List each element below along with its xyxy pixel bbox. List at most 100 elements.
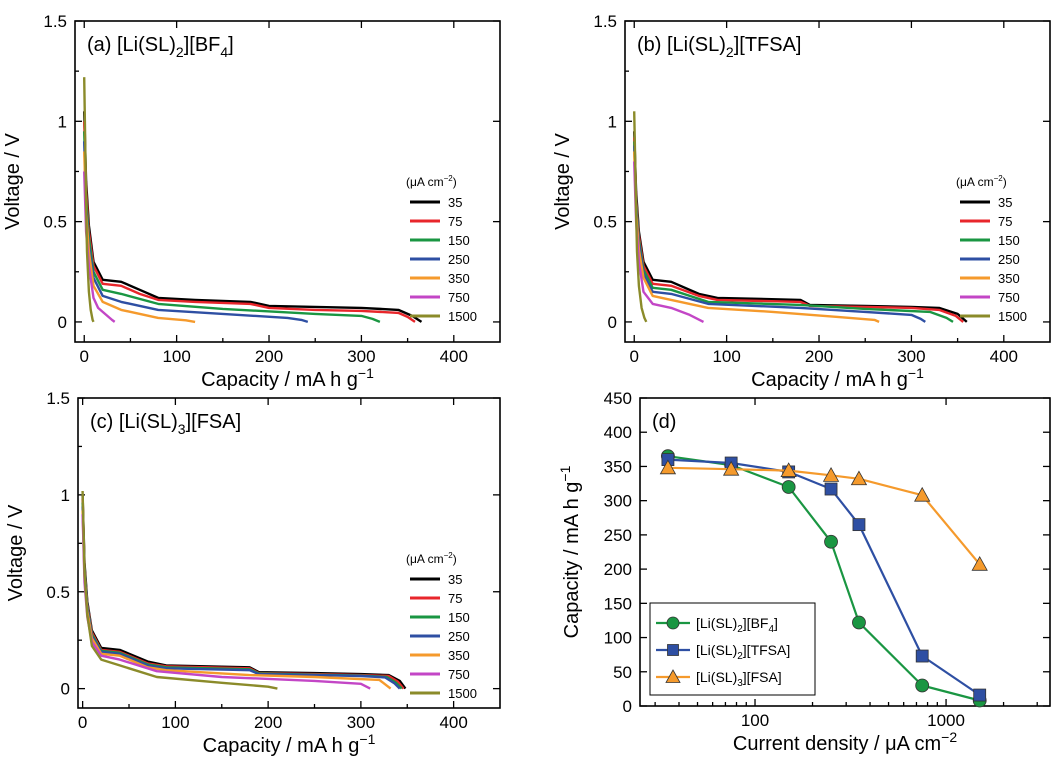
x-tick-label: 300 [897, 347, 925, 366]
y-tick-label: 350 [604, 457, 632, 476]
data-point-circle [915, 678, 930, 693]
legend-label: 750 [998, 290, 1020, 305]
series-line-350 [83, 151, 196, 324]
x-tick-label: 200 [805, 347, 833, 366]
panel-title-part: 2 [176, 44, 184, 60]
y-tick-label: 0 [61, 680, 70, 699]
y-tick-label: 1 [58, 112, 67, 131]
data-point-circle [781, 480, 796, 494]
legend-label: 750 [448, 290, 470, 305]
legend-label: 1500 [448, 309, 477, 324]
x-axis-label-part: Capacity / mA h g [751, 369, 908, 391]
y-tick-label: 250 [604, 526, 632, 545]
x-axis-label: Current density / μA cm−2 [733, 729, 957, 755]
data-point-triangle [659, 459, 677, 475]
data-point-triangle [780, 462, 797, 477]
y-axis: 0 50 100 150 200 250 300 350 400 450 [604, 389, 1050, 716]
x-tick-label: 300 [347, 347, 375, 366]
series-line-150 [633, 141, 954, 323]
y-tick-label: 1.5 [46, 389, 70, 408]
legend-label: 1500 [448, 686, 477, 701]
y-tick-label: 0.5 [43, 213, 67, 232]
legend-label: 350 [448, 648, 470, 663]
data-point-square [824, 482, 838, 496]
y-tick-label: 0.5 [593, 213, 617, 232]
series-line-250 [633, 145, 926, 323]
y-tick-label: 0.5 [46, 583, 70, 602]
series-line-150 [83, 131, 381, 324]
data-point-triangle [971, 555, 988, 571]
x-tick-label: 100 [712, 347, 740, 366]
x-tick-label: 0 [78, 713, 87, 732]
x-tick-label: 1000 [927, 711, 965, 730]
x-axis: 0 100 200 300 400 [630, 21, 1018, 366]
panel-title-part: (a) [Li(SL) [87, 34, 176, 56]
x-tick-label: 100 [161, 713, 189, 732]
x-axis-label-part: Capacity / mA h g [203, 735, 360, 757]
legend-label: 250 [448, 629, 470, 644]
x-axis-label: Capacity / mA h g−1 [751, 365, 924, 391]
legend-label: 1500 [998, 309, 1027, 324]
data-point-circle [824, 534, 838, 549]
legend: (μA cm−2) 35 75 150 250 350 750 1500 [956, 174, 1027, 324]
legend-label: 250 [998, 252, 1020, 267]
series-line-1500 [633, 111, 648, 323]
panel-title-part: ][BF [184, 34, 221, 56]
plot-frame [74, 20, 501, 343]
legend-marker-circle [666, 616, 680, 630]
data-point-circle [852, 615, 866, 630]
legend-unit-part: ) [1003, 175, 1007, 189]
series-line-350 [633, 151, 880, 324]
legend-marker-triangle [665, 669, 681, 683]
x-tick-label: 200 [255, 347, 283, 366]
y-tick-label: 0 [608, 313, 617, 332]
legend-label-part: ][BF [743, 615, 769, 631]
x-tick-label: 400 [439, 713, 467, 732]
x-axis-label-part: −1 [908, 365, 924, 381]
legend-unit: (μA cm−2) [406, 551, 457, 566]
legend: (μA cm−2) 35 75 150 250 350 750 1500 [406, 174, 477, 324]
legend-label: 35 [448, 195, 462, 210]
x-axis-label-part: Current density / μA cm [733, 733, 941, 755]
legend-unit-part: (μA cm [956, 175, 994, 189]
panel-title: (c) [Li(SL)3][FSA] [90, 411, 241, 437]
x-axis: 100 1000 [654, 398, 1038, 730]
panel-title-part: (c) [Li(SL) [90, 411, 178, 433]
legend-label: 35 [448, 572, 462, 587]
x-tick-label: 300 [347, 713, 375, 732]
x-axis: 0 100 200 300 400 [78, 398, 468, 732]
y-axis-label-part: −1 [557, 465, 573, 481]
y-axis: 0 0.5 1 1.5 [46, 389, 500, 699]
legend-unit-part: −2 [994, 174, 1004, 183]
x-tick-label: 400 [440, 347, 468, 366]
series-line--li-sl-3-fsa- [667, 466, 981, 566]
series-line-250 [83, 141, 309, 324]
x-axis-label: Capacity / mA h g−1 [203, 731, 376, 757]
legend-label-part: 2 [737, 651, 743, 662]
panel-title-part: ][FSA] [186, 411, 242, 433]
legend-label-part: [Li(SL) [696, 642, 737, 658]
legend-label: 350 [998, 271, 1020, 286]
data-point-square [915, 649, 929, 663]
x-axis-label-part: −1 [359, 731, 375, 747]
data-point-triangle [722, 460, 740, 476]
legend-label: 35 [998, 195, 1012, 210]
y-axis-label: Voltage / V [5, 504, 27, 601]
y-tick-label: 450 [604, 389, 632, 408]
legend-unit: (μA cm−2) [406, 174, 457, 189]
legend-marker-square [667, 644, 679, 656]
legend-label: 250 [448, 252, 470, 267]
legend: (μA cm−2) 35 75 150 250 350 750 1500 [406, 551, 477, 701]
legend-label: 75 [448, 591, 462, 606]
legend-label: 150 [448, 610, 470, 625]
legend-label: [Li(SL)2][BF4] [696, 615, 778, 635]
x-axis-label-part: −2 [941, 729, 957, 745]
series-line-1500 [81, 490, 278, 690]
y-tick-label: 150 [604, 594, 632, 613]
data-point-triangle [850, 470, 868, 486]
y-axis-label-part: Capacity / mA h g [561, 482, 583, 639]
legend-unit-part: ) [453, 175, 457, 189]
legend-unit-part: (μA cm [406, 552, 444, 566]
legend-label-part: [Li(SL) [696, 615, 737, 631]
panel-title-part: 3 [178, 421, 186, 437]
